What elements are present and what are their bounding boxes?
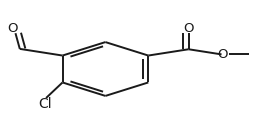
Text: Cl: Cl [38,97,52,111]
Text: O: O [183,22,194,35]
Text: O: O [7,22,18,35]
Text: O: O [217,48,228,61]
